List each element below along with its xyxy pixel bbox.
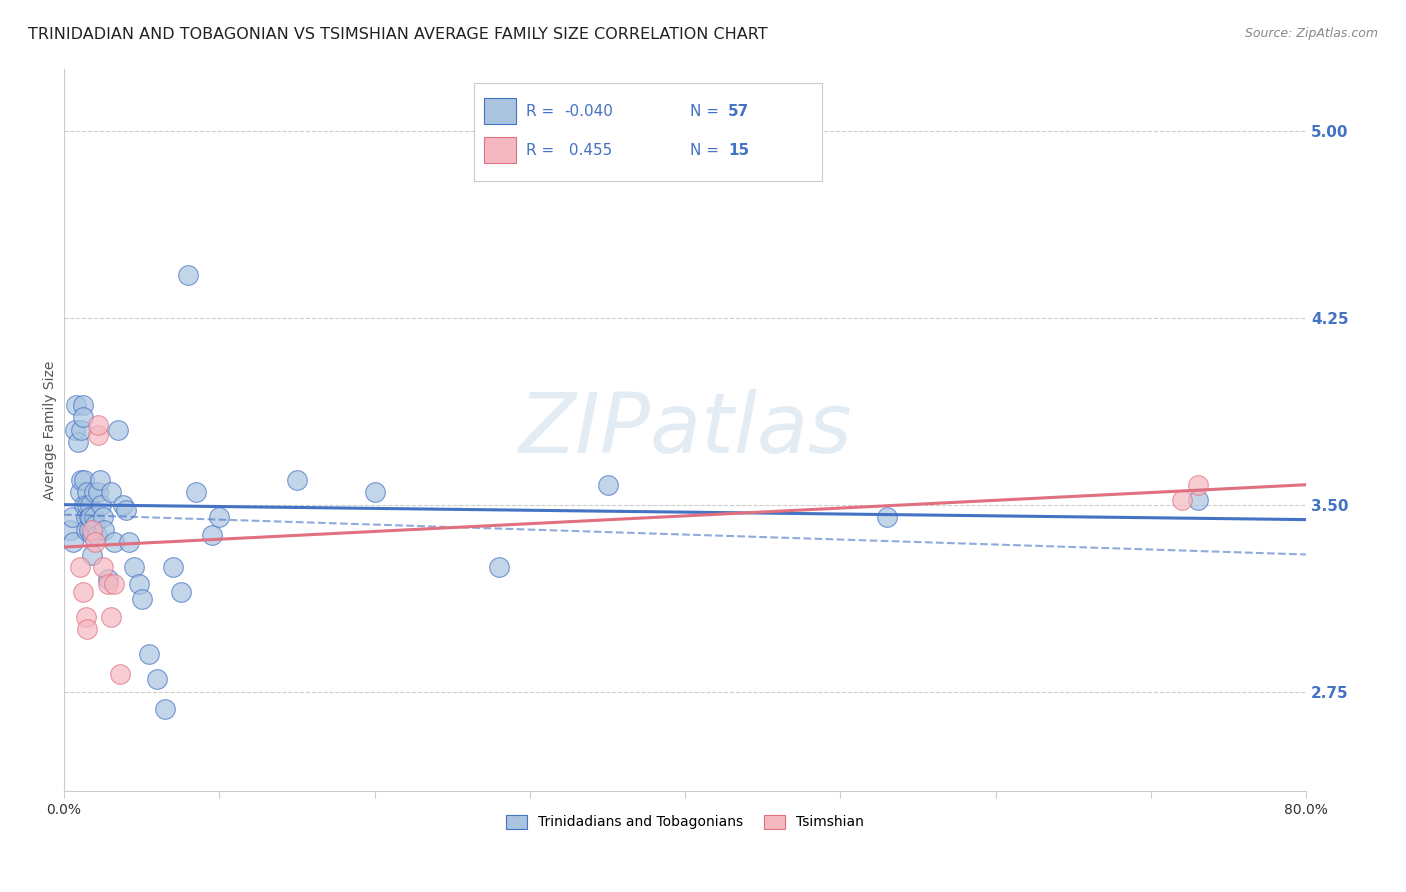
Point <box>70 473 93 487</box>
Point <box>100 485 122 500</box>
Point <box>162 560 184 574</box>
Point <box>77 510 100 524</box>
Point <box>146 672 169 686</box>
Point <box>76 485 98 500</box>
Point <box>118 535 141 549</box>
Point <box>115 502 138 516</box>
Point <box>112 498 135 512</box>
Point <box>84 535 107 549</box>
Point <box>62 535 84 549</box>
Point <box>184 485 207 500</box>
Point <box>138 647 160 661</box>
Point <box>76 622 98 636</box>
Point <box>169 585 191 599</box>
Point <box>86 527 108 541</box>
Point <box>107 423 129 437</box>
Point <box>84 517 107 532</box>
Point <box>73 498 96 512</box>
Point <box>72 398 94 412</box>
Point <box>87 485 110 500</box>
Point <box>208 510 231 524</box>
Point <box>91 510 114 524</box>
Text: ZIPatlas: ZIPatlas <box>519 390 852 470</box>
Point <box>90 498 112 512</box>
Point <box>131 592 153 607</box>
Point <box>76 498 98 512</box>
Point <box>363 485 385 500</box>
Point <box>79 498 101 512</box>
Point <box>87 428 110 442</box>
Point <box>69 485 91 500</box>
Point <box>83 485 105 500</box>
Point <box>75 510 97 524</box>
Point <box>108 667 131 681</box>
Point <box>75 609 97 624</box>
Point <box>128 577 150 591</box>
Point <box>285 473 308 487</box>
Point <box>80 527 103 541</box>
Point <box>80 548 103 562</box>
Point <box>93 523 115 537</box>
Point <box>177 268 200 283</box>
Point <box>65 398 87 412</box>
Point <box>1187 477 1209 491</box>
Point <box>876 510 898 524</box>
Point <box>67 435 90 450</box>
Point <box>83 510 105 524</box>
Point <box>122 560 145 574</box>
Point <box>79 510 101 524</box>
Point <box>1171 492 1194 507</box>
Point <box>87 417 110 432</box>
Point <box>75 523 97 537</box>
Point <box>70 423 93 437</box>
Legend: Trinidadians and Tobagonians, Tsimshian: Trinidadians and Tobagonians, Tsimshian <box>501 809 870 835</box>
Point <box>60 510 83 524</box>
Point <box>200 527 222 541</box>
Point <box>96 573 118 587</box>
Point <box>596 477 619 491</box>
Y-axis label: Average Family Size: Average Family Size <box>44 360 58 500</box>
Point <box>103 577 125 591</box>
Point <box>59 523 82 537</box>
Point <box>103 535 125 549</box>
Point <box>89 473 111 487</box>
Point <box>69 560 91 574</box>
Point <box>72 585 94 599</box>
Point <box>80 523 103 537</box>
Point <box>91 560 114 574</box>
Text: TRINIDADIAN AND TOBAGONIAN VS TSIMSHIAN AVERAGE FAMILY SIZE CORRELATION CHART: TRINIDADIAN AND TOBAGONIAN VS TSIMSHIAN … <box>28 27 768 42</box>
Point <box>77 523 100 537</box>
Point <box>1187 492 1209 507</box>
Text: Source: ZipAtlas.com: Source: ZipAtlas.com <box>1244 27 1378 40</box>
Point <box>63 423 86 437</box>
Point <box>488 560 510 574</box>
Point <box>73 473 96 487</box>
Point <box>96 577 118 591</box>
Point <box>72 410 94 425</box>
Point <box>153 702 176 716</box>
Point <box>100 609 122 624</box>
